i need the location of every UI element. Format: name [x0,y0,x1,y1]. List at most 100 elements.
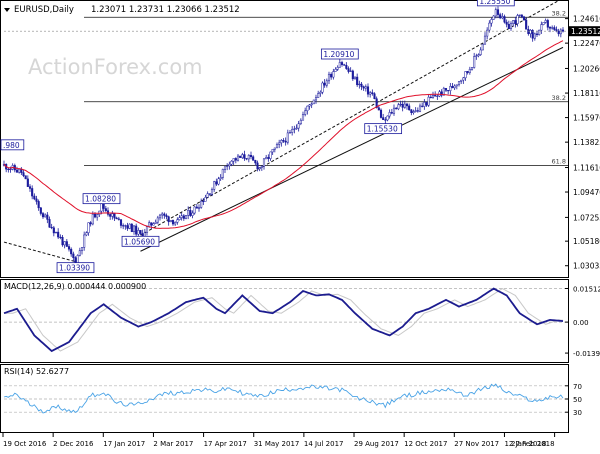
candle-body [63,241,66,246]
symbol-label: EURUSD,Daily [14,5,74,15]
candle-body [293,128,296,130]
candle-body [414,110,417,112]
candle-body [468,69,471,73]
candle-body [531,30,534,39]
rsi-tick-label: 30 [573,409,582,417]
candle-body [295,127,298,130]
candle-body [44,214,47,218]
candle-body [382,117,385,120]
candle-body [104,208,107,211]
candle-body [247,155,250,160]
candle-body [492,15,495,20]
candle-body [197,207,201,209]
candle-body [150,222,153,226]
macd-panel: 0.01512 0.00 -0.013938 [3,286,600,358]
candle-body [230,160,233,165]
candle-body [22,172,25,176]
candle-body [436,95,439,97]
x-tick-label: 29 Aug 2017 [354,440,399,448]
candle-body [139,230,142,234]
candle-body [494,9,497,17]
price-tick-label: 1.11610 [573,164,600,173]
candle-body [362,86,365,89]
candle-body [282,140,285,142]
candle-body [427,96,430,106]
candle-body [410,109,413,113]
x-tick-label: 27 Feb 2018 [511,440,555,448]
rsi-line [3,383,564,414]
candle-body [232,158,235,162]
candle-body [507,23,510,29]
candle-body [310,103,313,106]
candle-body [193,206,196,214]
candle-body [87,222,90,233]
candle-body [317,93,320,98]
candle-body [161,213,164,216]
x-axis: 19 Oct 2016 2 Dec 2016 17 Jan 2017 2 Mar 20… [2,433,556,448]
candle-body [464,71,467,79]
candle-body [284,140,287,143]
candle-body [122,225,125,227]
candle-body [291,129,294,133]
candle-body [50,226,53,229]
candle-body [553,27,556,30]
candle-body [52,227,55,234]
candle-body [39,207,42,214]
candle-body [557,30,560,35]
candle-body [496,9,500,15]
rsi-tick-label: 50 [573,396,582,404]
candle-body [189,210,192,216]
candle-body [301,114,305,121]
candle-body [243,154,246,159]
candle-body [182,215,185,219]
candle-body [31,188,34,197]
candle-body [37,201,40,209]
candle-body [453,85,456,89]
candle-body [364,86,367,89]
candle-body [210,189,214,195]
candle-body [176,219,179,223]
candle-body [18,169,21,173]
candle-body [54,231,58,234]
pivot-label: 1.08280 [85,195,116,204]
candle-body [334,69,337,72]
candle-body [466,71,469,73]
candle-body [490,19,493,24]
candle-body [312,99,315,105]
candle-body [323,82,326,86]
candle-body [57,231,60,238]
price-tick-label: 1.18110 [573,89,600,98]
x-tick-label: 2 Dec 2016 [53,440,94,448]
pivot-label-box [56,262,95,274]
candle-body [163,213,166,216]
x-tick-label: 12 Oct 2017 [404,440,447,448]
current-price-label: 1.23512 [571,27,600,36]
candle-body [135,225,138,235]
candle-body [371,92,374,94]
collapse-triangle-icon[interactable] [4,8,10,12]
macd-tick-label: 0.00 [573,319,589,327]
candle-body [271,149,274,153]
candle-body [260,165,263,168]
candle-body [340,62,344,65]
candle-body [100,203,103,212]
sma-line [3,40,564,229]
pivot-label-box [0,139,25,151]
candle-body [154,221,157,224]
candle-body [369,92,372,95]
candle-body [477,54,480,57]
price-tick-label: 1.22470 [573,39,600,48]
candle-body [336,67,339,70]
candle-body [408,105,411,111]
candle-body [546,20,549,28]
candle-body [486,29,489,37]
candle-body [451,86,454,89]
pivot-label-box [121,235,160,247]
price-tick-label: 1.09470 [573,188,600,197]
candle-body [143,232,146,237]
candle-body [128,223,131,229]
candle-body [85,232,88,236]
candle-body [423,102,426,107]
candle-body [28,186,32,189]
